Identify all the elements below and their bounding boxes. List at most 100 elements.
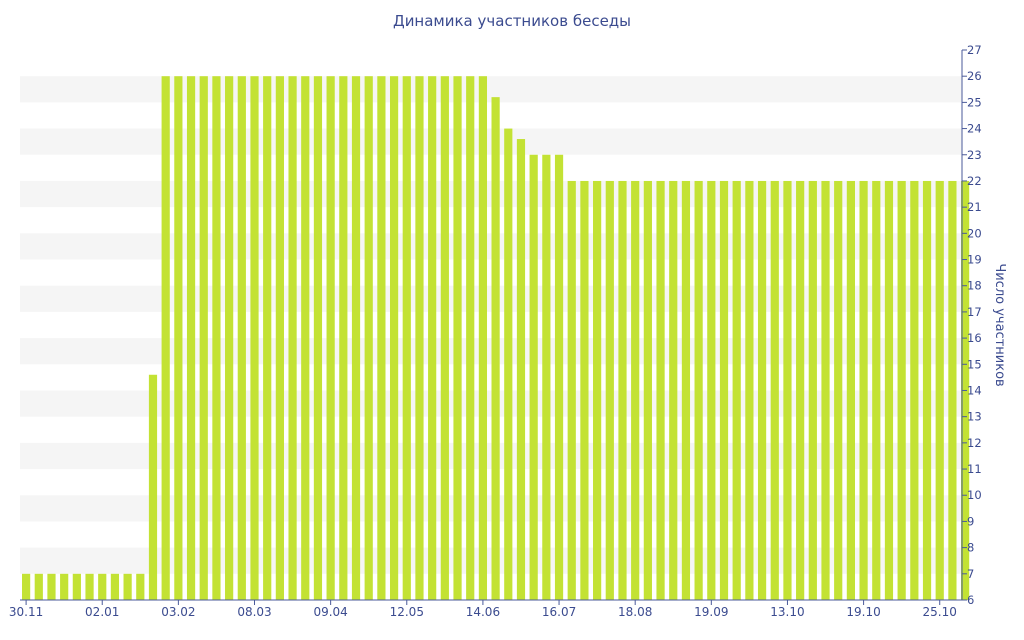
y-tick-label: 11 xyxy=(967,462,982,476)
bar xyxy=(351,76,361,600)
chart-title: Динамика участников беседы xyxy=(392,12,632,30)
y-tick-label: 13 xyxy=(967,410,982,424)
bar xyxy=(377,76,386,600)
bar xyxy=(72,573,81,600)
y-tick-label: 21 xyxy=(967,200,982,214)
bar xyxy=(567,180,576,600)
bar xyxy=(504,128,513,601)
bar xyxy=(275,76,284,600)
bar xyxy=(466,76,475,600)
grid-band xyxy=(20,547,962,574)
bar xyxy=(440,76,449,600)
grid-band xyxy=(20,76,962,103)
x-tick-label: 19.10 xyxy=(846,605,880,619)
bar xyxy=(656,180,665,600)
bar xyxy=(98,573,107,600)
bar xyxy=(313,76,323,600)
y-tick-label: 20 xyxy=(967,226,982,240)
y-tick-label: 27 xyxy=(967,43,982,57)
bar xyxy=(770,180,779,600)
bar xyxy=(897,180,906,600)
bar xyxy=(745,180,754,600)
grid-band xyxy=(20,233,962,260)
bar xyxy=(757,180,767,600)
x-tick-label: 09.04 xyxy=(313,605,347,619)
y-tick-label: 12 xyxy=(967,436,982,450)
y-tick-label: 22 xyxy=(967,174,982,188)
bar xyxy=(237,76,246,600)
y-tick-label: 23 xyxy=(967,148,982,162)
bar xyxy=(631,180,640,600)
grid-band xyxy=(20,495,962,522)
y-tick-label: 9 xyxy=(967,514,974,528)
bar xyxy=(263,76,272,600)
y-tick-label: 6 xyxy=(967,593,974,607)
bar xyxy=(783,180,792,600)
bar xyxy=(529,154,538,600)
bar xyxy=(161,76,170,600)
y-tick-label: 17 xyxy=(967,305,982,319)
bar xyxy=(948,180,957,600)
bar xyxy=(110,573,120,600)
bar xyxy=(808,180,817,600)
bar xyxy=(719,180,729,600)
x-tick-label: 16.07 xyxy=(542,605,576,619)
y-tick-label: 25 xyxy=(967,95,982,109)
bar xyxy=(605,180,614,600)
x-tick-label: 12.05 xyxy=(390,605,424,619)
bar xyxy=(593,180,602,600)
grid-band xyxy=(20,390,962,417)
y-tick-label: 18 xyxy=(967,279,982,293)
x-tick-label: 02.01 xyxy=(85,605,119,619)
y-tick-label: 24 xyxy=(967,122,982,136)
bar xyxy=(225,76,234,600)
bar xyxy=(554,154,564,600)
grid-band xyxy=(20,442,962,470)
y-tick-label: 15 xyxy=(967,357,982,371)
bar xyxy=(389,76,399,600)
bar xyxy=(402,76,411,600)
x-tick-label: 30.11 xyxy=(9,605,43,619)
bar xyxy=(415,76,424,600)
bar xyxy=(618,180,627,600)
bar xyxy=(453,76,462,600)
bar xyxy=(326,76,335,600)
bar xyxy=(364,76,373,600)
bar xyxy=(34,573,43,600)
bar xyxy=(669,180,678,600)
bar xyxy=(846,180,855,600)
x-tick-label: 18.08 xyxy=(618,605,652,619)
y-tick-label: 19 xyxy=(967,253,982,267)
bar xyxy=(643,180,652,600)
x-tick-label: 03.02 xyxy=(161,605,195,619)
bar xyxy=(47,573,56,600)
bar xyxy=(681,180,691,600)
bar xyxy=(123,573,132,600)
grid-band xyxy=(20,128,962,155)
bar xyxy=(542,154,551,600)
bar xyxy=(516,139,526,601)
bar xyxy=(859,180,868,600)
y-tick-label: 10 xyxy=(967,488,982,502)
y-tick-label: 8 xyxy=(967,541,974,555)
bar xyxy=(22,573,31,600)
bar xyxy=(834,180,843,600)
y-tick-label: 14 xyxy=(967,383,982,397)
bar xyxy=(872,180,881,600)
bar xyxy=(148,374,158,600)
bar xyxy=(821,180,830,600)
y-tick-label: 7 xyxy=(967,567,974,581)
x-tick-label: 08.03 xyxy=(237,605,271,619)
x-tick-label: 14.06 xyxy=(466,605,500,619)
bar xyxy=(212,76,221,600)
bar xyxy=(339,76,348,600)
bar xyxy=(732,180,741,600)
bar xyxy=(478,76,488,600)
bar xyxy=(910,180,919,600)
bar xyxy=(136,573,145,600)
bar xyxy=(288,76,297,600)
bar xyxy=(491,97,500,601)
x-tick-label: 13.10 xyxy=(770,605,804,619)
bar xyxy=(922,180,932,600)
